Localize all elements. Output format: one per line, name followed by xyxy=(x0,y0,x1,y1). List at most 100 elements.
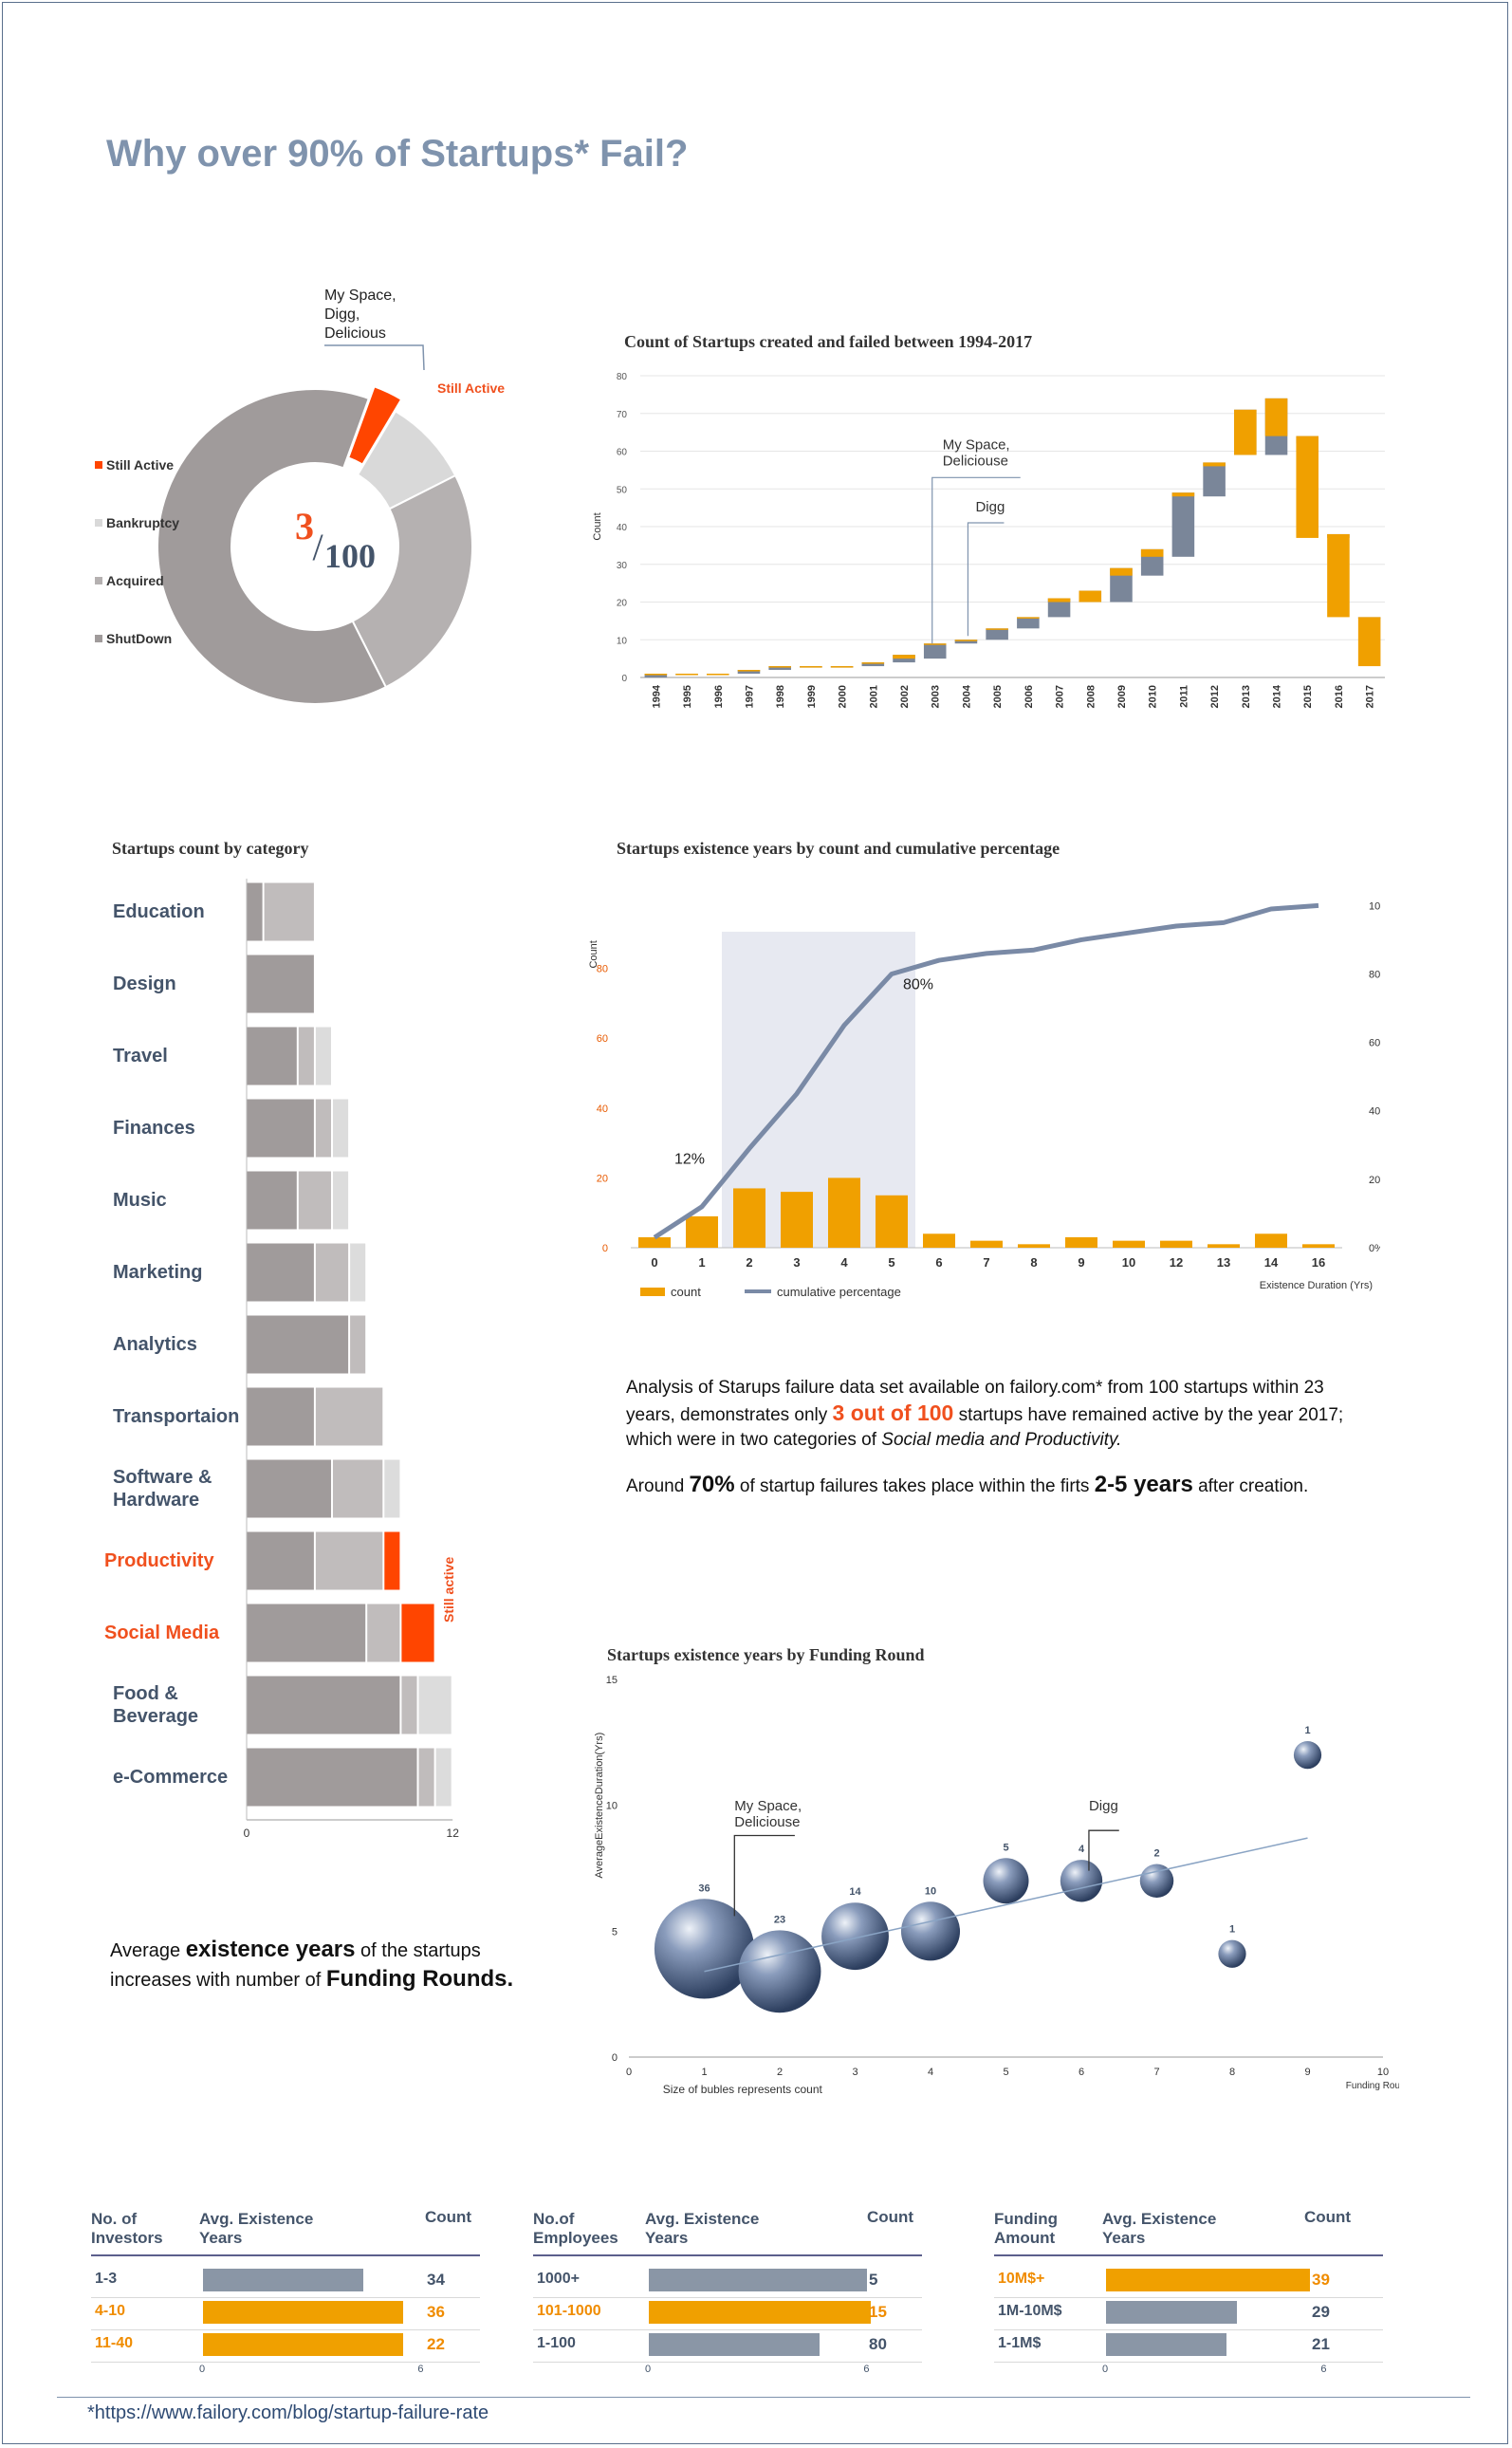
waterfall-bar-failed-1996 xyxy=(706,674,729,676)
legend-label: Bankruptcy xyxy=(106,515,180,530)
category-bar-shutdown xyxy=(246,1386,315,1447)
waterfall-xtick: 2004 xyxy=(961,684,972,708)
donut-callout-line-0: My Space, xyxy=(324,287,396,304)
category-label: Design xyxy=(113,973,176,995)
waterfall-bar-created-2011 xyxy=(1171,492,1195,557)
bubble-label: 5 xyxy=(1003,1842,1008,1853)
bubble-xtick: 2 xyxy=(777,2067,783,2078)
table-header-rule xyxy=(91,2254,480,2256)
waterfall-xtick: 2016 xyxy=(1334,685,1345,708)
waterfall-xtick: 1998 xyxy=(775,685,786,708)
table-header-line: No.of xyxy=(533,2210,575,2228)
waterfall-xtick: 2008 xyxy=(1085,685,1097,708)
category-bar-acquired xyxy=(314,1530,384,1591)
waterfall-annotation-text: Digg xyxy=(975,499,1005,515)
category-bar-shutdown xyxy=(246,1170,298,1231)
bubble-ytick: 10 xyxy=(606,1801,618,1812)
bubble-note: Size of bubles represents count xyxy=(663,2083,823,2096)
combo-ytick: 60 xyxy=(597,1033,608,1045)
table-row-bar xyxy=(649,2269,868,2291)
bubble-xtick: 4 xyxy=(928,2067,933,2078)
waterfall-bar-failed-2016 xyxy=(1327,533,1350,618)
table-row-bar xyxy=(1106,2269,1311,2291)
waterfall-bar-failed-2000 xyxy=(830,666,854,668)
combo-annotation: 12% xyxy=(674,1152,705,1168)
analysis-text-a: Analysis of Starups failure data set ava… xyxy=(626,1378,1324,1425)
bubble-annotation-line xyxy=(1088,1829,1119,1871)
combo-bar-1 xyxy=(686,1215,718,1248)
page-title: Why over 90% of Startups* Fail? xyxy=(106,133,689,175)
waterfall-bar-created-2012 xyxy=(1203,462,1226,497)
analysis-highlight: 3 out of 100 xyxy=(832,1400,954,1425)
bubble-point xyxy=(900,1901,961,1961)
waterfall-xtick: 2003 xyxy=(931,685,942,708)
waterfall-bar-failed-2005 xyxy=(986,628,1008,630)
table-header-line: Count xyxy=(425,2208,472,2226)
footer-source: *https://www.failory.com/blog/startup-fa… xyxy=(87,2402,489,2423)
table-row-rule xyxy=(91,2329,480,2330)
donut-chart: 3 / 100 Still Active My Space, Digg, Delic… xyxy=(157,287,505,705)
combo-xtick: 3 xyxy=(793,1255,800,1270)
combo-y2tick: 0% xyxy=(1369,1243,1380,1254)
category-label: Analytics xyxy=(113,1333,197,1356)
combo-xtick: 16 xyxy=(1312,1255,1325,1270)
combo-bar-0 xyxy=(638,1236,671,1248)
table-row-label: 1-3 xyxy=(95,2271,118,2287)
table-header: No.of Employees xyxy=(533,2210,618,2248)
waterfall-bar-failed-1998 xyxy=(768,666,791,668)
waterfall-xtick: 2007 xyxy=(1055,685,1066,708)
category-bar-shutdown xyxy=(246,1242,315,1303)
waterfall-bar-created-2001 xyxy=(861,662,885,667)
waterfall-bar-failed-1999 xyxy=(800,666,822,668)
table-axis-min: 0 xyxy=(645,2364,652,2375)
legend-swatch xyxy=(95,577,102,584)
legend-swatch xyxy=(95,461,102,469)
funding-text-d: Funding Rounds. xyxy=(325,1966,514,1992)
category-label-line: Finances xyxy=(113,1118,195,1139)
donut-callout-line-1: Digg, xyxy=(324,306,360,323)
table-row-rule xyxy=(91,2362,480,2363)
category-chart: 0 12 xyxy=(244,879,459,1840)
category-label-line: Analytics xyxy=(113,1334,197,1355)
table-header-line: Avg. Existence xyxy=(199,2210,314,2228)
waterfall-title: Count of Startups created and failed bet… xyxy=(624,332,1033,351)
bubble-ylabel: AverageExistenceDuration(Yrs) xyxy=(594,1733,605,1879)
summary-table: Funding Amount Avg. Existence Years Count 10M… xyxy=(994,2206,1392,2377)
analysis-italic: Social media and Productivity. xyxy=(881,1430,1122,1450)
table-header-line: Count xyxy=(867,2208,914,2226)
combo-xtick: 6 xyxy=(935,1255,942,1270)
funding-text-c: of the startups increases with number of xyxy=(110,1940,481,1991)
category-label: Travel xyxy=(113,1045,168,1067)
table-header: Avg. Existence Years xyxy=(199,2210,313,2248)
bubble-label: 1 xyxy=(1229,1924,1235,1936)
waterfall-ytick: 80 xyxy=(617,372,628,382)
bubble-xtick: 6 xyxy=(1079,2067,1084,2078)
table-header-line: Investors xyxy=(91,2229,163,2247)
table-row-bar xyxy=(649,2333,821,2356)
category-label-line: Transportaion xyxy=(113,1406,240,1427)
category-bar-shutdown xyxy=(246,1314,350,1375)
category-bar-shutdown xyxy=(246,1458,332,1519)
legend-label: ShutDown xyxy=(106,631,173,646)
funding-paragraph: Average existence years of the startups … xyxy=(110,1936,527,1994)
donut-center-denominator: 100 xyxy=(324,537,376,575)
category-bar-acquired xyxy=(417,1747,435,1808)
waterfall-xtick: 1995 xyxy=(682,685,693,708)
category-label-line: Productivity xyxy=(104,1550,214,1571)
failure-text-a: Around xyxy=(626,1476,690,1496)
bubble-title: Startups existence years by Funding Roun… xyxy=(607,1645,925,1664)
waterfall-xtick: 2002 xyxy=(899,685,911,708)
bubble-xtick: 10 xyxy=(1377,2067,1389,2078)
combo-xtick: 8 xyxy=(1030,1255,1037,1270)
waterfall-bar-created-2009 xyxy=(1110,567,1133,603)
combo-ytick: 40 xyxy=(597,1103,608,1115)
combo-xtick: 10 xyxy=(1122,1255,1135,1270)
table-axis-min: 0 xyxy=(199,2364,206,2375)
waterfall-xtick: 2005 xyxy=(992,685,1004,708)
donut-callout-line xyxy=(324,344,425,371)
waterfall-bar-failed-2011 xyxy=(1171,492,1195,497)
waterfall-xtick: 2006 xyxy=(1023,685,1035,708)
donut-slice-still-active xyxy=(346,385,403,466)
table-row-rule xyxy=(994,2329,1383,2330)
bubble-xtick: 0 xyxy=(626,2067,632,2078)
